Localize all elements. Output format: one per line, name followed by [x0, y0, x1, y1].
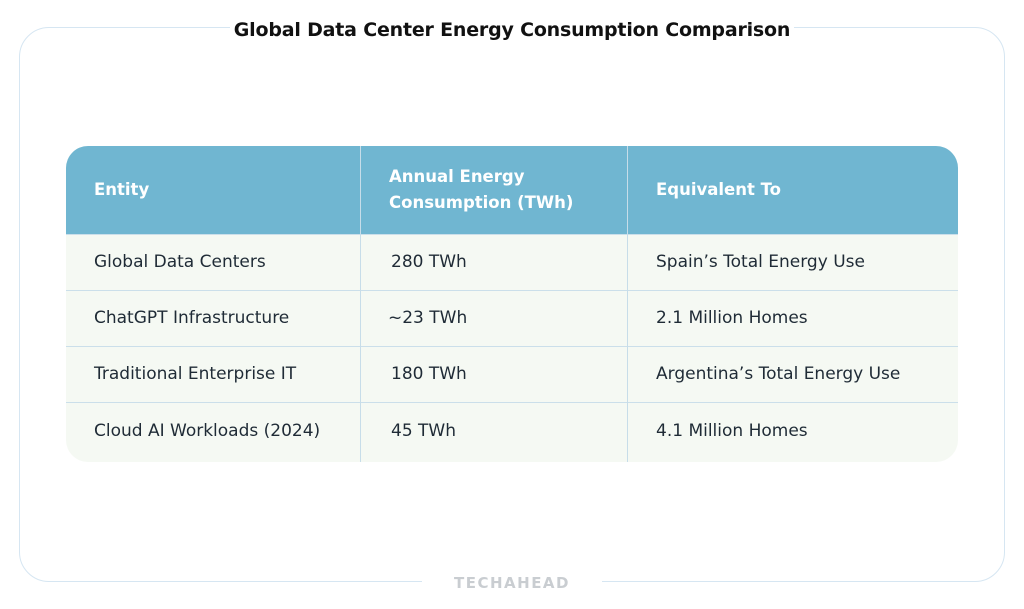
cell-consumption: 45 TWh	[391, 421, 457, 441]
row-divider	[66, 346, 958, 347]
column-header-consumption: Annual Energy Consumption (TWh)	[389, 167, 574, 212]
table-header-row: Entity Annual Energy Consumption (TWh) E…	[66, 146, 958, 234]
cell-equivalent: 4.1 Million Homes	[656, 421, 808, 441]
table-row: ChatGPT Infrastructure ~23 TWh 2.1 Milli…	[66, 290, 958, 346]
cell-entity: Traditional Enterprise IT	[94, 364, 297, 384]
cell-entity: Global Data Centers	[94, 252, 266, 272]
cell-equivalent: Spain’s Total Energy Use	[656, 252, 865, 272]
table-row: Cloud AI Workloads (2024) 45 TWh 4.1 Mil…	[66, 402, 958, 462]
cell-entity: ChatGPT Infrastructure	[94, 308, 290, 328]
column-divider	[360, 146, 361, 462]
column-header-entity: Entity	[94, 180, 150, 199]
cell-equivalent: 2.1 Million Homes	[656, 308, 808, 328]
cell-entity: Cloud AI Workloads (2024)	[94, 421, 321, 441]
brand-logo: TECHAHEAD	[422, 571, 602, 595]
cell-consumption: 280 TWh	[391, 252, 467, 272]
row-divider	[66, 290, 958, 291]
page-title: Global Data Center Energy Consumption Co…	[230, 15, 794, 45]
cell-equivalent: Argentina’s Total Energy Use	[656, 364, 901, 384]
column-divider	[627, 146, 628, 462]
column-header-equivalent: Equivalent To	[656, 180, 781, 199]
cell-consumption: 180 TWh	[391, 364, 467, 384]
cell-consumption: ~23 TWh	[388, 308, 468, 328]
table-row: Traditional Enterprise IT 180 TWh Argent…	[66, 346, 958, 402]
row-divider	[66, 234, 958, 235]
row-divider	[66, 402, 958, 403]
comparison-table: Entity Annual Energy Consumption (TWh) E…	[66, 146, 958, 462]
table-row: Global Data Centers 280 TWh Spain’s Tota…	[66, 234, 958, 290]
